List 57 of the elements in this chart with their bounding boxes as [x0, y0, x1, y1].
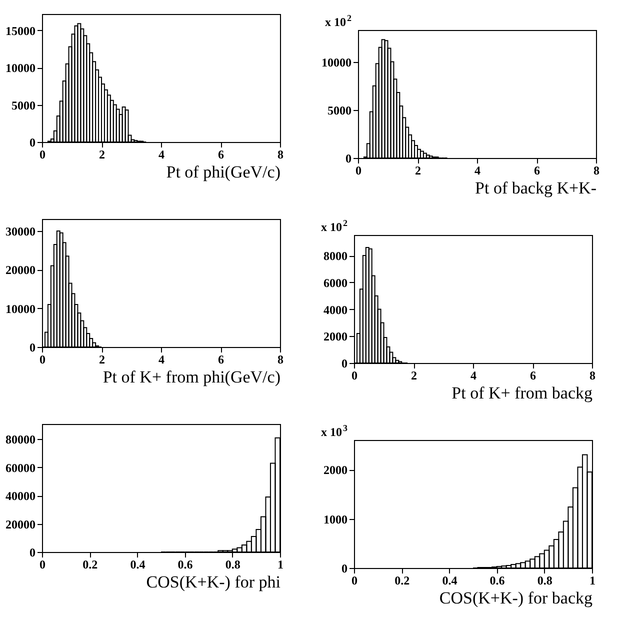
x-tick-label: 0.2: [394, 574, 410, 588]
x-tick-label: 4: [470, 368, 476, 382]
x-tick-label: 0.6: [178, 558, 193, 572]
y-tick-label: 1000: [324, 512, 348, 526]
x-tick-label: 0.8: [225, 558, 240, 572]
x-tick-label: 2: [411, 368, 417, 382]
y-tick-label: 10000: [322, 55, 352, 70]
x-axis-title: COS(K+K-) for backg: [439, 588, 593, 608]
y-tick-label: 0: [30, 546, 36, 560]
x-tick-label: 8: [594, 164, 600, 178]
y-tick-label: 0: [30, 340, 36, 354]
y-tick-label: 40000: [6, 489, 36, 504]
y-tick-label: 5000: [12, 98, 36, 112]
y-tick-label: 8000: [324, 249, 348, 264]
x-tick-label: 0: [40, 148, 46, 162]
x-tick-label: 6: [530, 368, 536, 382]
y-tick-label: 15000: [6, 24, 36, 38]
x-tick-label: 2: [99, 148, 105, 162]
y-tick-label: 30000: [6, 224, 36, 238]
y-tick-label: 20000: [6, 263, 36, 278]
x-axis-title: Pt of K+ from phi(GeV/c): [102, 368, 280, 386]
y-tick-label: 60000: [6, 460, 36, 475]
y-tick-label: 2000: [324, 330, 348, 344]
y-tick-label: 10000: [6, 302, 36, 316]
x-tick-label: 4: [158, 352, 164, 366]
x-axis-title: Pt of backg K+K-: [475, 178, 597, 198]
x-tick-label: 0: [40, 352, 46, 366]
x-tick-label: 4: [474, 164, 480, 178]
x-tick-label: 1: [590, 574, 596, 588]
x-tick-label: 0.4: [130, 558, 146, 572]
x-tick-label: 6: [534, 164, 540, 178]
y-tick-label: 4000: [324, 302, 348, 317]
x-tick-label: 0: [356, 164, 362, 178]
x-tick-label: 6: [218, 352, 224, 366]
y-tick-label: 10000: [6, 61, 36, 76]
y-tick-label: 20000: [6, 517, 36, 532]
y-tick-label: 2000: [324, 463, 348, 478]
y-tick-label: 80000: [6, 432, 36, 447]
x-tick-label: 0: [40, 558, 46, 572]
x-tick-label: 0.4: [442, 574, 458, 588]
x-tick-label: 0.2: [82, 558, 98, 572]
y-tick-label: 0: [30, 136, 36, 150]
x-tick-label: 8: [278, 148, 284, 162]
x-axis-title: Pt of phi(GeV/c): [166, 162, 280, 182]
x-axis-title: COS(K+K-) for phi: [146, 572, 281, 592]
x-tick-label: 0.8: [537, 574, 552, 588]
x-tick-label: 0.6: [490, 574, 505, 588]
x-tick-label: 8: [590, 368, 596, 382]
x-tick-label: 2: [99, 352, 105, 366]
x-tick-label: 6: [218, 148, 224, 162]
x-tick-label: 2: [415, 164, 421, 178]
y-tick-label: 5000: [328, 103, 352, 118]
y-tick-label: 6000: [324, 276, 348, 290]
x-tick-label: 8: [278, 352, 284, 366]
x-tick-label: 4: [158, 148, 164, 162]
x-tick-label: 1: [278, 558, 284, 572]
x-axis-title: Pt of K+ from backg: [452, 384, 593, 402]
